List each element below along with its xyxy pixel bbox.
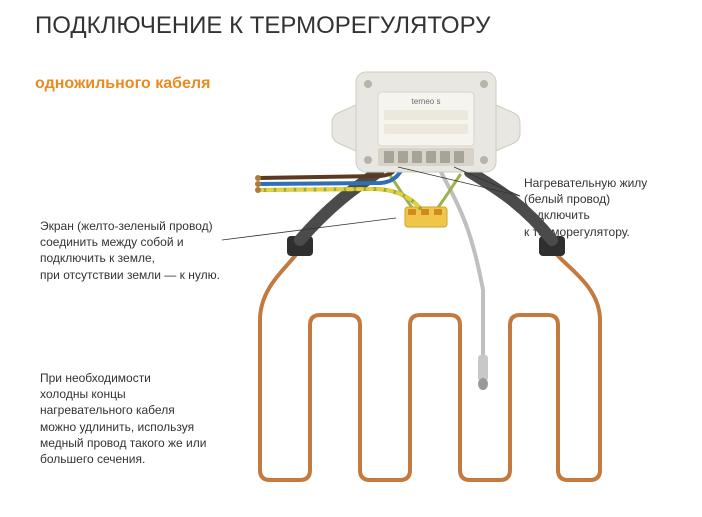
heating-cable [260, 245, 600, 480]
sensor-tip [478, 378, 488, 390]
wago-connector [405, 207, 447, 227]
thermostat-device: terneo s [332, 72, 520, 172]
wire-end [255, 187, 261, 193]
wire-end [255, 181, 261, 187]
cable-jacket-right [470, 172, 552, 240]
brand-label: terneo s [412, 97, 441, 106]
wiring-diagram: terneo s [0, 0, 702, 517]
wire-end [255, 175, 261, 181]
figure-root: ПОДКЛЮЧЕНИЕ К ТЕРМОРЕГУЛЯТОРУ одножильно… [0, 0, 702, 517]
sensor-sleeve [478, 355, 488, 381]
